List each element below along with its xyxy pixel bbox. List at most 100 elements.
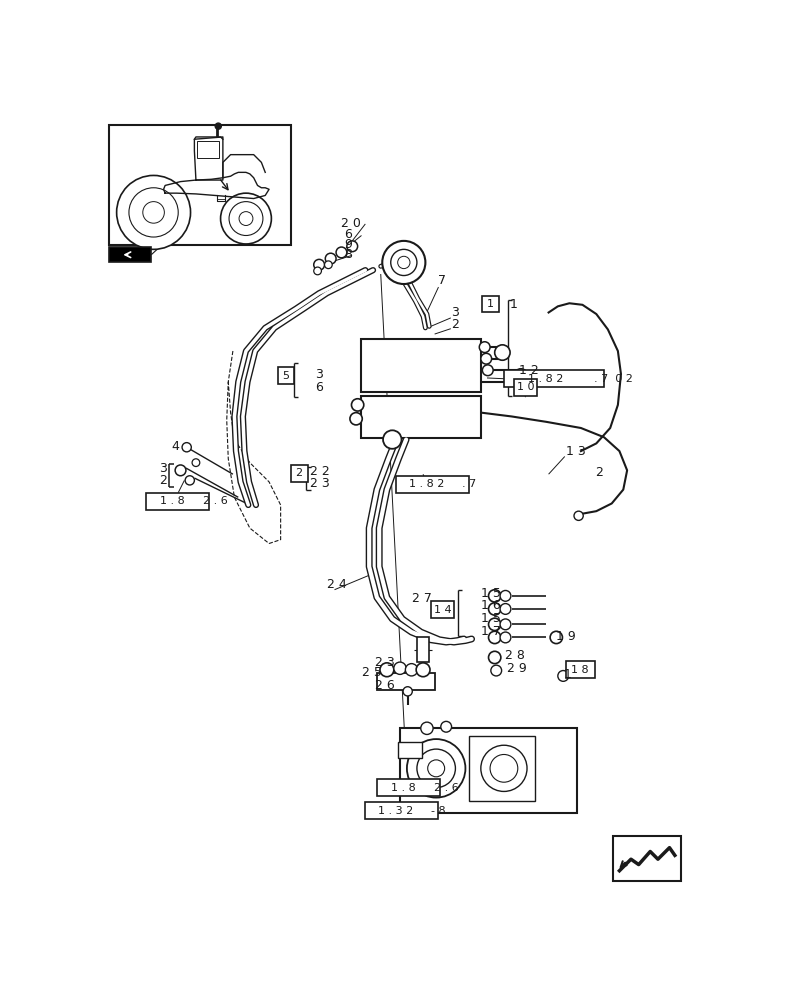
Circle shape (313, 259, 324, 270)
Text: 1 9: 1 9 (556, 630, 575, 643)
Circle shape (488, 631, 500, 644)
Text: 1 . 8: 1 . 8 (391, 783, 415, 793)
Circle shape (500, 632, 510, 643)
Bar (400, 728, 577, 813)
Bar (564, 661, 594, 678)
Text: 1 5: 1 5 (480, 587, 500, 600)
Bar (513, 379, 536, 396)
Text: 1 . 8: 1 . 8 (160, 496, 185, 506)
Text: 6: 6 (315, 381, 323, 394)
Text: 2 2: 2 2 (310, 465, 329, 478)
Circle shape (415, 663, 430, 677)
Bar (361, 396, 480, 438)
Text: - 8: - 8 (431, 806, 445, 816)
Circle shape (494, 345, 509, 360)
Bar (109, 125, 291, 245)
Text: 2 3: 2 3 (310, 477, 329, 490)
Circle shape (573, 511, 582, 520)
Text: 2 8: 2 8 (504, 649, 525, 662)
Circle shape (390, 249, 416, 276)
Bar (109, 247, 151, 262)
Circle shape (313, 267, 321, 275)
Circle shape (182, 443, 191, 452)
Circle shape (229, 202, 263, 235)
Circle shape (325, 253, 336, 264)
Text: 1 4: 1 4 (433, 605, 451, 615)
Text: 3: 3 (451, 306, 459, 319)
Circle shape (488, 603, 500, 615)
Circle shape (488, 618, 500, 631)
Text: 2 4: 2 4 (326, 578, 346, 591)
Circle shape (402, 687, 412, 696)
Circle shape (480, 745, 526, 791)
Text: 1 0: 1 0 (516, 382, 534, 392)
Bar (197, 141, 219, 158)
Text: 2: 2 (295, 468, 303, 478)
Text: 3: 3 (315, 368, 323, 381)
Text: 1 . 8 2: 1 . 8 2 (409, 479, 444, 489)
Text: 1 . 8 2: 1 . 8 2 (528, 374, 563, 384)
Bar (146, 493, 208, 510)
Circle shape (382, 241, 425, 284)
Text: . 7: . 7 (461, 479, 475, 489)
Circle shape (143, 202, 164, 223)
Text: 1 8: 1 8 (571, 665, 588, 675)
Text: 2 . 6: 2 . 6 (433, 783, 458, 793)
Circle shape (488, 590, 500, 602)
Circle shape (221, 193, 271, 244)
Text: 2 6: 2 6 (374, 679, 394, 692)
Bar (365, 802, 438, 819)
Circle shape (117, 175, 191, 249)
Text: 9: 9 (343, 238, 351, 251)
Bar (416, 637, 429, 662)
Circle shape (324, 261, 332, 269)
Text: 7: 7 (438, 274, 446, 287)
Text: 1: 1 (486, 299, 493, 309)
Circle shape (129, 188, 178, 237)
Circle shape (500, 590, 510, 601)
Circle shape (185, 476, 194, 485)
Bar (361, 339, 480, 392)
Text: 2 0: 2 0 (341, 217, 360, 230)
Bar (612, 836, 680, 881)
Circle shape (238, 212, 252, 225)
Circle shape (490, 665, 501, 676)
Text: 2: 2 (594, 466, 602, 479)
Circle shape (416, 749, 455, 788)
Circle shape (427, 760, 444, 777)
Circle shape (488, 651, 500, 664)
Circle shape (336, 247, 346, 258)
Text: 1 5: 1 5 (480, 612, 500, 625)
Text: 1 7: 1 7 (480, 625, 500, 638)
Circle shape (478, 342, 490, 353)
Circle shape (215, 123, 221, 129)
Circle shape (440, 721, 451, 732)
Bar (469, 736, 534, 801)
Text: 2 9: 2 9 (506, 662, 526, 675)
Circle shape (420, 722, 432, 734)
Circle shape (513, 369, 527, 383)
Text: 2: 2 (451, 318, 459, 331)
Text: 2 5: 2 5 (362, 666, 382, 679)
Text: 3: 3 (159, 462, 166, 475)
Text: 1 3: 1 3 (564, 445, 585, 458)
Circle shape (406, 739, 465, 798)
Circle shape (192, 459, 200, 467)
Circle shape (405, 664, 417, 676)
Circle shape (482, 365, 492, 376)
Text: 2 . 6: 2 . 6 (203, 496, 227, 506)
Circle shape (350, 413, 362, 425)
Text: 2: 2 (159, 474, 166, 487)
Bar (396, 476, 469, 493)
Bar (290, 465, 307, 482)
Bar (376, 779, 440, 796)
Circle shape (557, 671, 568, 681)
Circle shape (346, 241, 357, 252)
Text: 5: 5 (282, 371, 290, 381)
Text: 1: 1 (508, 298, 517, 311)
Circle shape (397, 256, 410, 269)
Bar (277, 367, 294, 384)
Text: 4: 4 (171, 440, 178, 453)
Text: 1 6: 1 6 (480, 599, 500, 612)
Text: 1 . 3 2: 1 . 3 2 (378, 806, 413, 816)
